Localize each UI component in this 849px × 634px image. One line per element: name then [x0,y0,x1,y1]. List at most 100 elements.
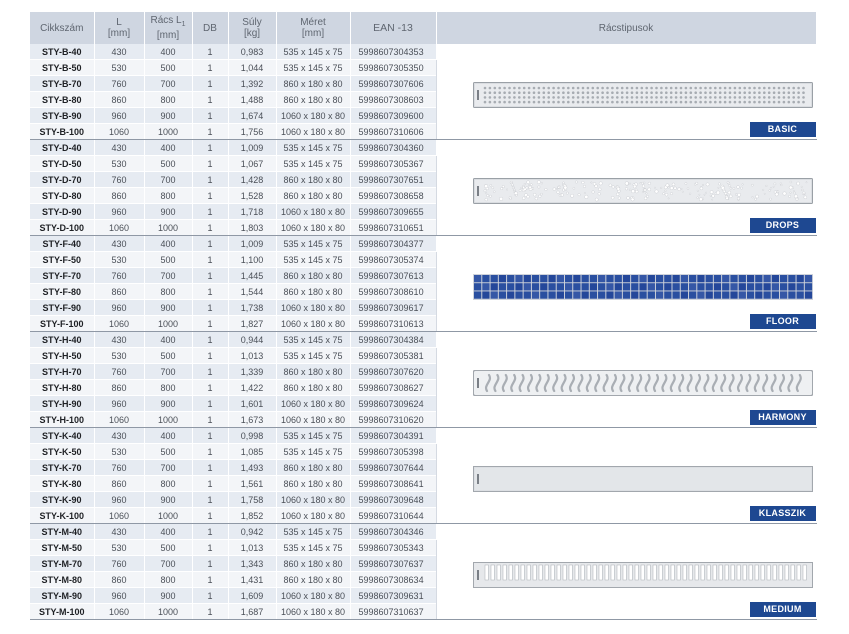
grate-basic-image [472,82,813,108]
cell-suly: 1,544 [228,283,277,300]
cell-ean: 5998607309648 [350,491,437,508]
cell-ean: 5998607304384 [350,331,437,348]
cell-db: 1 [192,155,229,172]
cell-db: 1 [192,539,229,556]
cell-racs: 900 [144,395,193,412]
cell-l: 860 [94,91,145,108]
cell-meret: 535 x 145 x 75 [276,427,351,444]
cell-racs: 400 [144,139,193,156]
cell-meret: 535 x 145 x 75 [276,44,351,60]
cell-racs: 900 [144,491,193,508]
cell-code: STY-M-50 [30,539,95,556]
cell-db: 1 [192,171,229,188]
cell-l: 530 [94,539,145,556]
cell-db: 1 [192,523,229,540]
cell-suly: 1,009 [228,139,277,156]
table-row: STY-M-80 860 800 1 1,431 860 x 180 x 80 599860… [30,571,816,588]
cell-db: 1 [192,203,229,220]
table-row: STY-K-100 1060 1000 1 1,852 1060 x 180 x 80 59… [30,507,816,524]
table-row: STY-F-40 430 400 1 1,009 535 x 145 x 75 599860… [30,235,817,332]
cell-suly: 1,085 [228,443,277,460]
cell-ean: 5998607305381 [350,347,437,364]
cell-db: 1 [192,491,229,508]
grate-type-label: BASIC [749,122,815,137]
cell-code: STY-M-80 [30,571,95,588]
cell-ean: 5998607304353 [350,44,437,60]
cell-ean: 5998607304360 [350,139,437,156]
cell-ean: 5998607305398 [350,443,437,460]
cell-l: 430 [94,139,145,156]
cell-l: 430 [94,427,145,444]
header-code: Cikkszám [30,12,95,44]
cell-suly: 1,044 [228,59,277,76]
cell-db: 1 [192,587,229,604]
cell-suly: 1,100 [228,251,277,268]
header-l: L [mm] [94,12,145,44]
cell-suly: 1,827 [228,315,277,332]
table-row: STY-M-40 430 400 1 0,942 535 x 145 x 75 599860… [30,523,817,620]
cell-ean: 5998607305374 [350,251,437,268]
table-row: STY-D-70 760 700 1 1,428 860 x 180 x 80 599860… [30,171,816,188]
cell-ean: 5998607305367 [350,155,437,172]
cell-suly: 1,343 [228,555,277,572]
cell-code: STY-M-40 [30,523,95,540]
cell-meret: 1060 x 180 x 80 [276,395,351,412]
cell-suly: 1,758 [228,491,277,508]
cell-meret: 1060 x 180 x 80 [276,219,351,236]
cell-racs: 800 [144,91,193,108]
cell-ean: 5998607305350 [350,59,437,76]
cell-db: 1 [192,379,229,396]
grate-type-label: MEDIUM [749,602,815,617]
cell-l: 1060 [94,603,145,620]
cell-racs: 400 [144,44,193,60]
cell-meret: 1060 x 180 x 80 [276,299,351,316]
table-row: STY-H-90 960 900 1 1,601 1060 x 180 x 80 59986… [30,395,816,412]
cell-code: STY-B-100 [30,123,95,140]
cell-racs: 700 [144,555,193,572]
cell-db: 1 [192,603,229,620]
cell-meret: 860 x 180 x 80 [276,75,351,92]
table-row: STY-D-80 860 800 1 1,528 860 x 180 x 80 599860… [30,187,816,204]
table-row: STY-D-50 530 500 1 1,067 535 x 145 x 75 599860… [30,155,816,172]
cell-meret: 860 x 180 x 80 [276,459,351,476]
cell-ean: 5998607309617 [350,299,437,316]
cell-meret: 1060 x 180 x 80 [276,507,351,524]
cell-racs: 800 [144,187,193,204]
table-row: STY-K-40 430 400 1 0,998 535 x 145 x 75 599860… [30,427,817,524]
cell-racs: 900 [144,107,193,124]
cell-ean: 5998607309655 [350,203,437,220]
cell-ean: 5998607307606 [350,75,437,92]
cell-racs: 700 [144,459,193,476]
cell-ean: 5998607308627 [350,379,437,396]
cell-meret: 1060 x 180 x 80 [276,411,351,428]
cell-suly: 1,488 [228,91,277,108]
cell-racs: 900 [144,299,193,316]
header-ean: EAN -13 [350,12,437,44]
cell-code: STY-K-70 [30,459,95,476]
cell-ean: 5998607308658 [350,187,437,204]
cell-ean: 5998607307620 [350,363,437,380]
cell-code: STY-F-100 [30,315,95,332]
grate-medium-image [472,562,813,588]
cell-suly: 1,561 [228,475,277,492]
cell-db: 1 [192,251,229,268]
cell-ean: 5998607307644 [350,459,437,476]
cell-racs: 1000 [144,315,193,332]
cell-meret: 535 x 145 x 75 [276,251,351,268]
header-suly: Súly [kg] [228,12,277,44]
cell-meret: 860 x 180 x 80 [276,283,351,300]
cell-l: 430 [94,331,145,348]
cell-db: 1 [192,475,229,492]
cell-l: 1060 [94,507,145,524]
cell-l: 1060 [94,123,145,140]
cell-code: STY-K-90 [30,491,95,508]
cell-db: 1 [192,187,229,204]
product-table: Cikkszám L [mm] Rács L1 [mm] DB Súly [kg] M… [30,12,817,620]
cell-racs: 800 [144,283,193,300]
grate-image-cell: KLASSZIK [435,427,817,524]
cell-ean: 5998607305343 [350,539,437,556]
cell-suly: 1,756 [228,123,277,140]
cell-suly: 0,942 [228,523,277,540]
table-row: STY-H-50 530 500 1 1,013 535 x 145 x 75 599860… [30,347,816,364]
cell-db: 1 [192,91,229,108]
